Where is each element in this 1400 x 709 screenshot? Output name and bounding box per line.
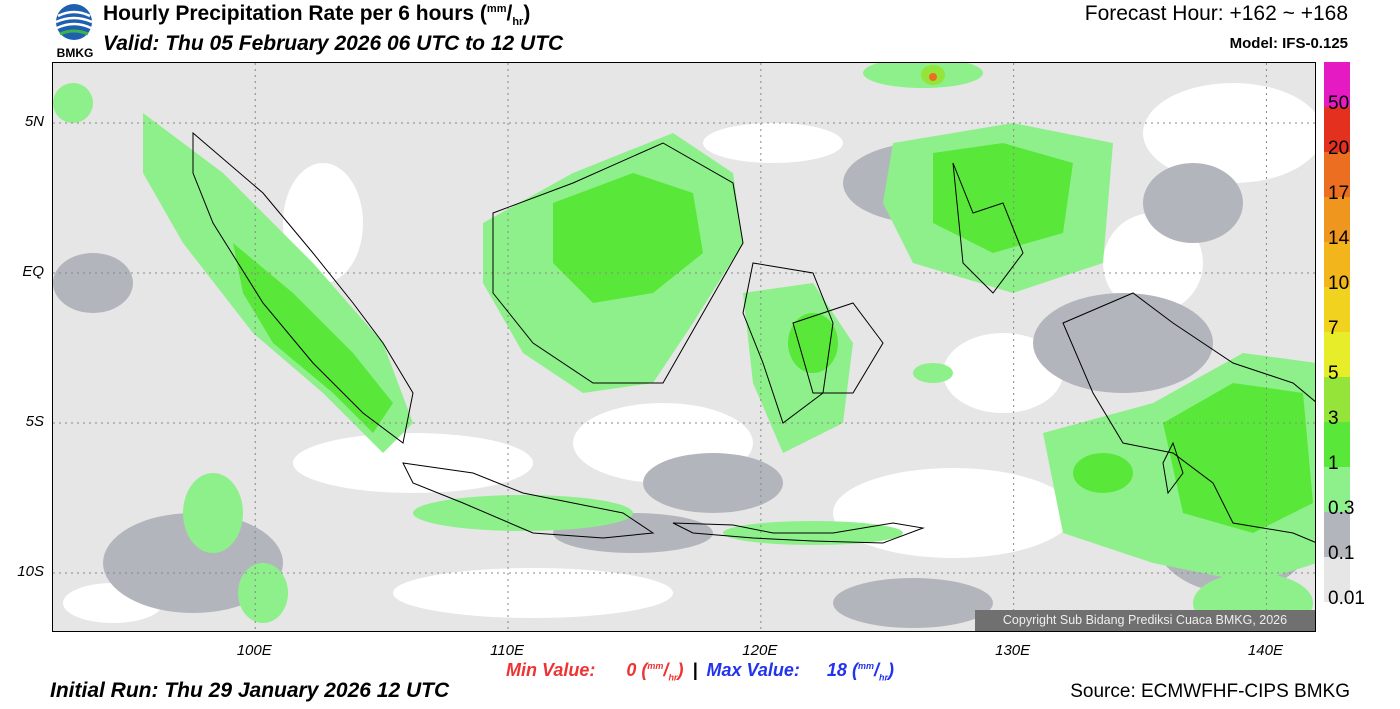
rain-high <box>921 65 945 85</box>
logo-text: BMKG <box>57 46 94 60</box>
data-source: Source: ECMWFHF-CIPS BMKG <box>1070 681 1350 702</box>
legend-swatch <box>1324 107 1350 152</box>
title-text: Hourly Precipitation Rate per 6 hours <box>103 2 475 25</box>
bmkg-logo: BMKG <box>50 2 100 60</box>
legend-swatch <box>1324 467 1350 512</box>
forecast-hour: Forecast Hour: +162 ~ +168 <box>1084 2 1348 25</box>
legend-label: 0.3 <box>1328 498 1355 519</box>
lat-label: 5N <box>24 113 44 130</box>
legend-swatch <box>1324 557 1350 602</box>
lat-label: EQ <box>22 263 44 280</box>
dry-areas <box>63 83 1315 623</box>
title-unit-den: hr <box>512 16 524 29</box>
bmkg-globe-icon: BMKG <box>55 4 94 60</box>
legend-label: 20 <box>1328 138 1350 159</box>
lon-label: 140E <box>1247 642 1283 659</box>
model-name: Model: IFS-0.125 <box>1229 35 1348 52</box>
legend-label: 50 <box>1328 93 1350 114</box>
legend-swatch <box>1324 197 1350 242</box>
coastlines <box>192 131 1315 544</box>
min-value: 0 <box>626 660 637 680</box>
max-value: 18 <box>826 660 847 680</box>
legend-swatch <box>1324 242 1350 287</box>
legend-label: 3 <box>1328 408 1339 429</box>
legend-label: 5 <box>1328 363 1339 384</box>
legend-swatch <box>1324 422 1350 467</box>
valid-period: Valid: Thu 05 February 2026 06 UTC to 12… <box>103 32 564 55</box>
legend-label: 17 <box>1328 183 1350 204</box>
legend-label: 0.1 <box>1328 543 1355 564</box>
min-label: Min Value: <box>506 660 596 680</box>
min-max-values: Min Value: 0 (mm/hr) | Max Value: 18 (mm… <box>506 660 894 683</box>
rain-1 <box>233 143 1313 533</box>
map-canvas <box>53 63 1315 631</box>
copyright-note: Copyright Sub Bidang Prediksi Cuaca BMKG… <box>975 610 1315 631</box>
legend-label: 0.01 <box>1328 588 1365 609</box>
lat-label: 5S <box>25 413 44 430</box>
precipitation-map: Copyright Sub Bidang Prediksi Cuaca BMKG… <box>52 62 1316 632</box>
max-label: Max Value: <box>706 660 800 680</box>
legend-label: 10 <box>1328 273 1350 294</box>
lon-label: 120E <box>742 642 778 659</box>
legend-swatch <box>1324 332 1350 377</box>
legend-swatch <box>1324 62 1350 107</box>
legend-label: 1 <box>1328 453 1339 474</box>
legend-colorbar <box>1324 62 1350 602</box>
lon-label: 100E <box>236 642 272 659</box>
min-unit-num: mm <box>647 661 664 671</box>
min-unit-den: hr <box>668 672 678 683</box>
title-unit-num: mm <box>486 3 507 15</box>
lon-label: 110E <box>490 642 524 659</box>
legend-swatch <box>1324 377 1350 422</box>
lat-label: 10S <box>17 563 44 580</box>
legend-swatch <box>1324 512 1350 557</box>
legend-label: 14 <box>1328 228 1350 249</box>
lon-label: 130E <box>995 642 1031 659</box>
map-title: Hourly Precipitation Rate per 6 hours (m… <box>103 2 531 29</box>
separator: | <box>692 660 698 680</box>
legend-swatch <box>1324 287 1350 332</box>
initial-run: Initial Run: Thu 29 January 2026 12 UTC <box>50 679 450 702</box>
max-unit-den: hr <box>878 672 888 683</box>
legend-swatch <box>1324 152 1350 197</box>
max-unit-num: mm <box>857 661 874 671</box>
legend-label: 7 <box>1328 318 1339 339</box>
